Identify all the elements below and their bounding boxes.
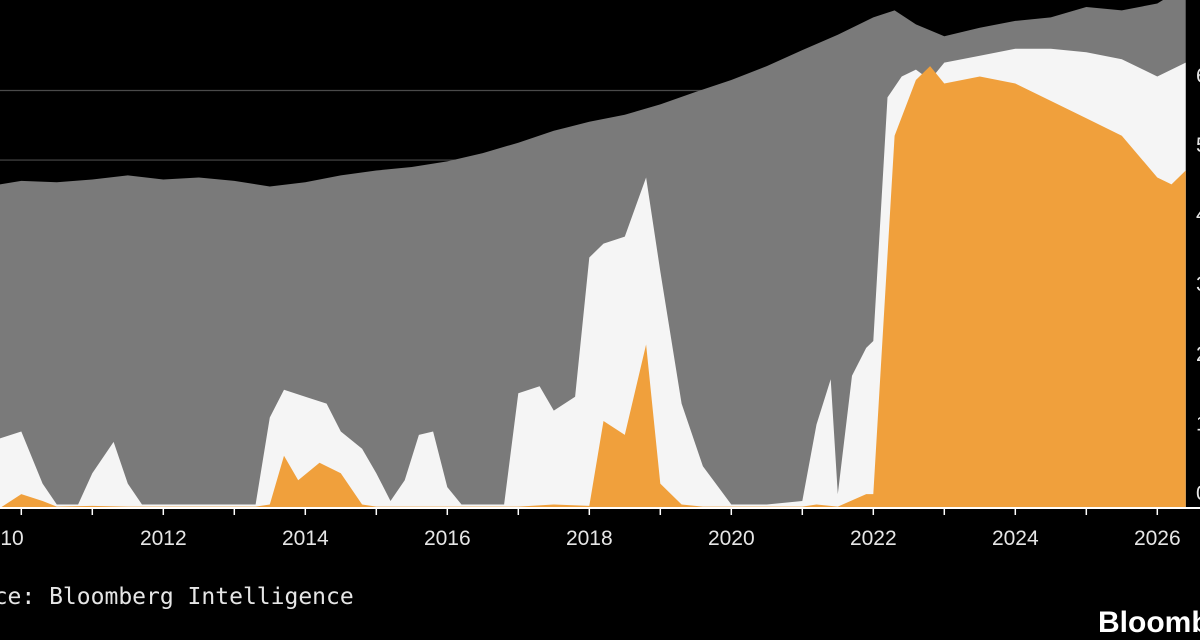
y-tick-label-3: 3 — [1196, 273, 1200, 296]
x-tick-label-2016: 2016 — [424, 527, 471, 550]
x-tick-label-2020: 2020 — [708, 527, 755, 550]
y-tick-label-4: 4 — [1196, 204, 1200, 227]
y-tick-label-0: 0 — [1196, 482, 1200, 505]
y-tick-label-2: 2 — [1196, 343, 1200, 366]
x-tick-label-2010: 10 — [0, 527, 23, 550]
x-tick-label-2024: 2024 — [992, 527, 1039, 550]
x-axis — [0, 507, 1200, 515]
x-tick-label-2022: 2022 — [850, 527, 897, 550]
x-tick-label-2014: 2014 — [282, 527, 329, 550]
tick-labels: 10 2012 2014 2016 2018 2020 2022 2024 2026 0 1 2 3 4 5… — [0, 64, 1200, 550]
area-orange — [0, 66, 1186, 508]
bloomberg-logo: Bloomb — [1098, 606, 1200, 639]
x-tick-label-2026: 2026 — [1134, 527, 1181, 550]
x-tick-label-2018: 2018 — [566, 527, 613, 550]
source-note: urce: Bloomberg Intelligence — [0, 584, 354, 610]
y-tick-label-5: 5 — [1196, 134, 1200, 157]
y-tick-label-1: 1 — [1196, 412, 1200, 435]
x-tick-label-2012: 2012 — [140, 527, 187, 550]
y-tick-label-6: 6 — [1196, 64, 1200, 87]
area-series — [0, 0, 1186, 508]
